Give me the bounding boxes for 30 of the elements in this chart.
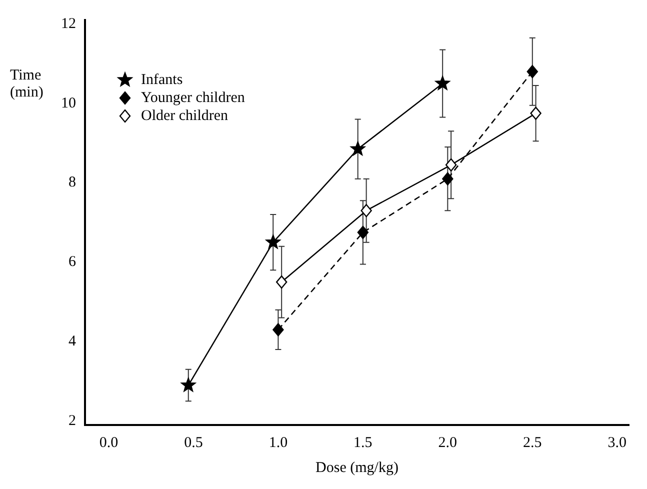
point: [272, 323, 284, 336]
y-tick-label: 4: [68, 334, 76, 350]
y-axis-title: Time (min): [10, 67, 44, 100]
point: [435, 76, 450, 90]
y-tick-label: 10: [61, 95, 76, 112]
point: [357, 226, 369, 240]
x-tick-label: 3.0: [608, 434, 627, 451]
y-tick-label: 8: [68, 174, 76, 191]
x-axis-title: Dose (mg/kg): [316, 460, 398, 476]
point: [181, 378, 196, 392]
x-tick-label: 1.5: [354, 434, 372, 451]
point: [526, 65, 538, 78]
point: [276, 275, 288, 289]
point: [350, 141, 366, 156]
legend-label: Infants: [141, 72, 183, 88]
y-tick-label: 6: [68, 254, 76, 270]
x-tick-label: 0.0: [99, 434, 118, 451]
x-tick-label: 1.0: [268, 434, 288, 451]
point: [530, 106, 542, 120]
point: [445, 158, 457, 172]
point: [442, 172, 454, 186]
point: [360, 204, 372, 218]
x-tick-label: 2.5: [523, 434, 542, 451]
x-tick-label: 0.5: [184, 434, 203, 451]
legend-label: Younger children: [141, 90, 246, 106]
x-tick-label: 2.0: [438, 434, 458, 451]
y-tick-label: 12: [61, 16, 76, 32]
point: [266, 234, 280, 249]
y-tick-label: 2: [68, 412, 76, 429]
legend-label: Older children: [141, 108, 229, 124]
